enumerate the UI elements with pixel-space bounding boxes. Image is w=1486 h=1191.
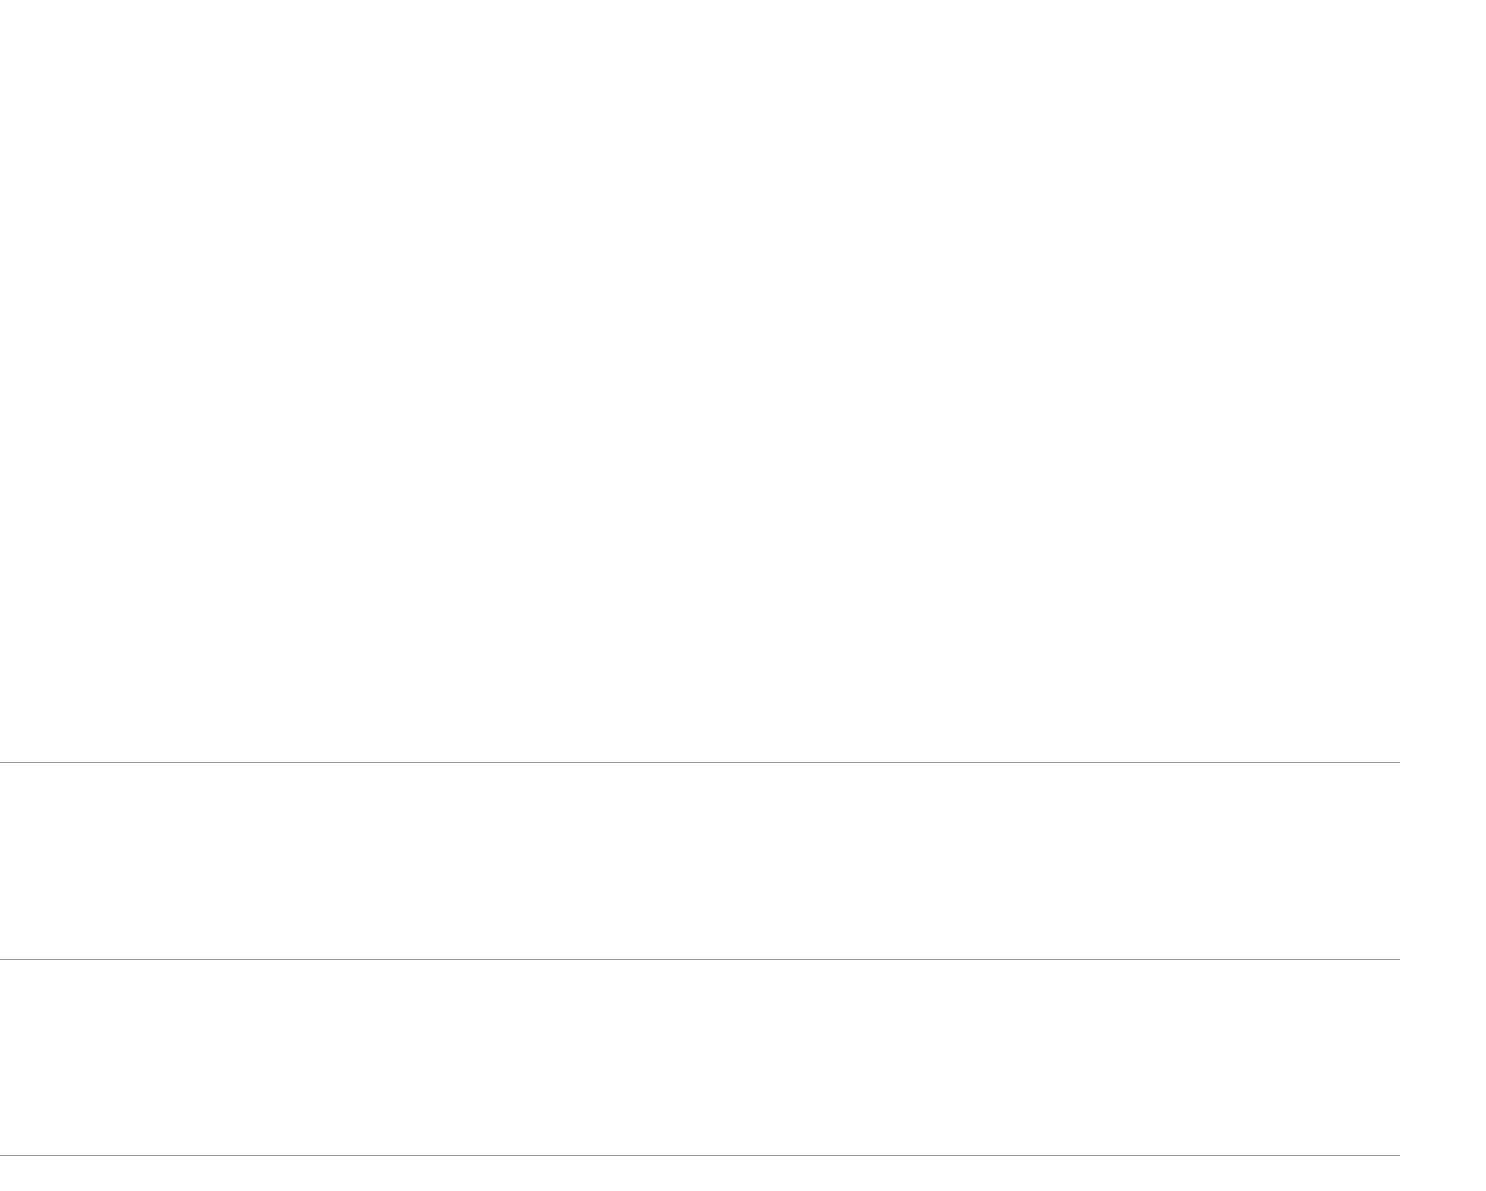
panel-divider-1 <box>0 762 1400 763</box>
price-chart-panel[interactable] <box>0 50 1400 755</box>
volume-chart-panel[interactable] <box>0 790 1400 958</box>
panel-divider-2 <box>0 959 1400 960</box>
price-axis[interactable] <box>1400 0 1486 1155</box>
cci-chart-panel[interactable] <box>0 985 1400 1137</box>
panel-divider-3 <box>0 1155 1400 1156</box>
